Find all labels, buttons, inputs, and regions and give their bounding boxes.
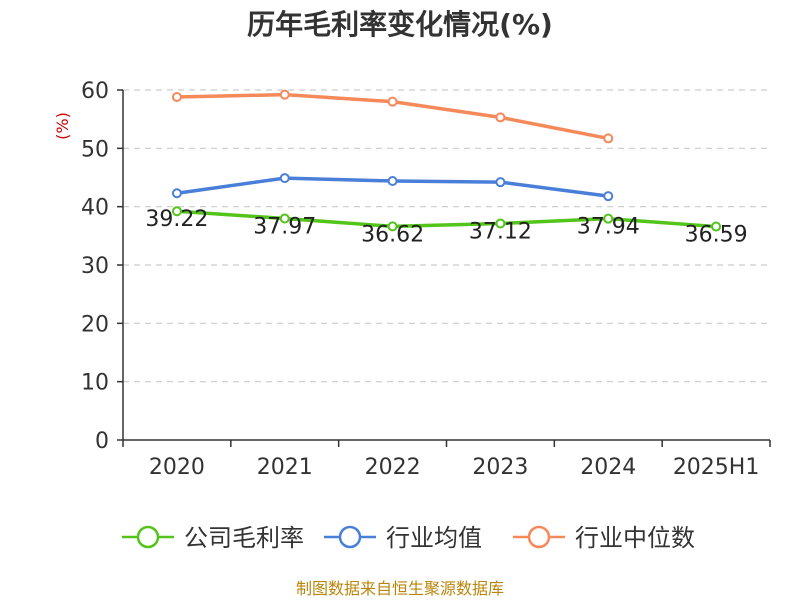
series-0-point-3 <box>495 218 506 229</box>
x-axis-ticks: 2020 2021 2022 2023 2024 2025H1 <box>122 440 771 480</box>
series-1-point-3 <box>495 177 506 188</box>
y-tick-label-20: 20 <box>81 312 109 337</box>
data-label-2022: 36.62 <box>361 222 424 247</box>
legend-label-0: 公司毛利率 <box>184 524 304 552</box>
legend-label-1: 行业均值 <box>386 524 482 552</box>
series-0-point-0 <box>171 206 182 217</box>
data-labels: 39.22 37.97 36.62 37.12 37.94 36.59 <box>145 207 747 247</box>
series-0-point-2 <box>387 221 398 232</box>
series-1-point-0 <box>171 188 182 199</box>
legend: 公司毛利率 行业均值 行业中位数 <box>122 524 695 552</box>
legend-item-1: 行业均值 <box>324 524 482 552</box>
series-2-point-2 <box>387 96 398 107</box>
series-0-point-4 <box>603 213 614 224</box>
legend-swatch-marker-2 <box>527 525 551 549</box>
grid-lines <box>123 89 770 383</box>
x-tick-label-2025H1: 2025H1 <box>673 455 760 480</box>
series-2-point-4 <box>603 133 614 144</box>
y-tick-label-40: 40 <box>81 196 109 221</box>
y-axis-ticks: 0 10 20 30 40 50 60 <box>81 79 123 454</box>
x-tick-label-2022: 2022 <box>365 455 421 480</box>
series-lines <box>171 89 722 232</box>
data-label-2024: 37.94 <box>577 215 640 240</box>
y-tick-label-60: 60 <box>81 79 109 104</box>
y-tick-label-10: 10 <box>81 371 109 396</box>
x-tick-label-2021: 2021 <box>257 455 313 480</box>
x-tick-label-2020: 2020 <box>149 455 205 480</box>
chart-title: 历年毛利率变化情况(%) <box>247 8 553 41</box>
legend-swatch-marker-0 <box>136 525 160 549</box>
series-2-point-3 <box>495 112 506 123</box>
y-tick-label-30: 30 <box>81 254 109 279</box>
series-0-point-1 <box>279 213 290 224</box>
legend-item-0: 公司毛利率 <box>122 524 304 552</box>
series-2-point-1 <box>279 89 290 100</box>
x-tick-label-2023: 2023 <box>472 455 528 480</box>
legend-item-2: 行业中位数 <box>513 524 695 552</box>
data-label-2025H1: 36.59 <box>685 223 748 248</box>
series-line-0 <box>175 209 718 229</box>
x-tick-label-2024: 2024 <box>580 455 636 480</box>
legend-swatch-marker-1 <box>338 525 362 549</box>
legend-label-2: 行业中位数 <box>575 524 695 552</box>
series-1-point-2 <box>387 176 398 186</box>
data-label-2020: 39.22 <box>145 207 208 232</box>
series-2-point-0 <box>171 92 182 102</box>
series-1-point-1 <box>279 173 290 184</box>
data-label-2021: 37.97 <box>253 215 316 240</box>
y-axis-unit: (%) <box>53 112 72 140</box>
series-0-point-5 <box>711 221 722 232</box>
source-note: 制图数据来自恒生聚源数据库 <box>296 579 504 598</box>
data-label-2023: 37.12 <box>469 219 532 244</box>
series-1-point-4 <box>603 191 614 202</box>
y-tick-label-50: 50 <box>81 137 109 162</box>
y-tick-label-0: 0 <box>95 429 109 454</box>
